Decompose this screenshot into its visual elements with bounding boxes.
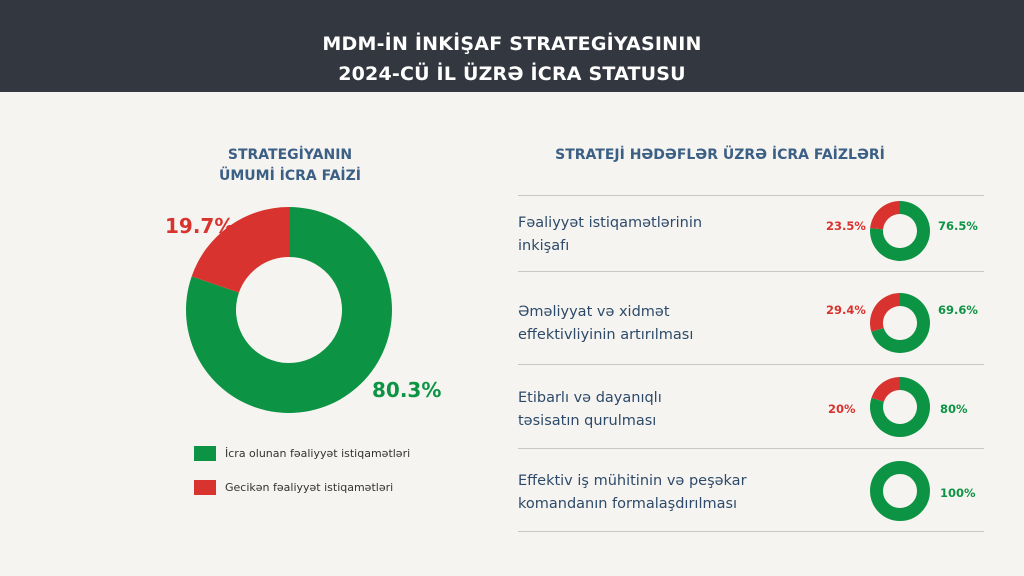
overall-done-percent-label: 80.3%	[372, 378, 442, 402]
goal-label-4: Effektiv iş mühitinin və peşəkar komanda…	[518, 470, 818, 516]
goal-3-done-percent: 80%	[940, 402, 968, 416]
goal-4-done-percent: 100%	[940, 486, 976, 500]
goal-3-donut-chart	[870, 377, 930, 437]
goal-1-done-percent: 76.5%	[938, 219, 978, 233]
goal-label-1-line1: Fəaliyyət istiqamətlərinin	[518, 215, 703, 231]
goal-label-3-line2: təsisatın qurulması	[518, 413, 657, 429]
goal-1-donut-chart	[870, 201, 930, 261]
goal-1-done-slice	[870, 201, 930, 261]
goal-label-1: Fəaliyyət istiqamətlərinin inkişafı	[518, 212, 818, 258]
goal-2-donut-chart	[870, 293, 930, 353]
goal-label-3: Etibarlı və dayanıqlı təsisatın qurulmas…	[518, 387, 818, 433]
goal-divider	[518, 195, 984, 196]
goal-3-delayed-percent: 20%	[828, 402, 856, 416]
overall-delayed-slice	[191, 207, 289, 293]
header-bar: MDM-İN İNKİŞAF STRATEGİYASININ 2024-CÜ İ…	[0, 0, 1024, 92]
goal-4-done-slice	[870, 461, 930, 521]
overall-delayed-percent-label: 19.7%	[165, 214, 235, 238]
legend-label-done: İcra olunan fəaliyyət istiqamətləri	[225, 447, 411, 460]
goal-label-4-line2: komandanın formalaşdırılması	[518, 496, 738, 512]
goal-label-4-line1: Effektiv iş mühitinin və peşəkar	[518, 473, 747, 489]
goal-label-1-line2: inkişafı	[518, 238, 570, 254]
goal-label-2-line2: effektivliyinin artırılması	[518, 327, 694, 343]
legend-swatch-done	[194, 446, 216, 461]
goal-divider	[518, 364, 984, 365]
goal-2-delayed-slice	[870, 293, 900, 332]
overall-donut-chart	[186, 207, 392, 413]
goal-3-done-slice	[870, 377, 930, 437]
overall-chart-title-line2: ÜMUMİ İCRA FAİZİ	[218, 168, 362, 184]
page-title-line1: MDM-İN İNKİŞAF STRATEGİYASININ	[322, 33, 702, 55]
legend-item-done: İcra olunan fəaliyyət istiqamətləri	[194, 446, 410, 461]
goal-2-delayed-percent: 29.4%	[826, 303, 866, 317]
goal-1-delayed-percent: 23.5%	[826, 219, 866, 233]
goal-2-done-percent: 69.6%	[938, 303, 978, 317]
goal-divider	[518, 531, 984, 532]
overall-done-slice	[186, 207, 392, 413]
goal-1-delayed-slice	[870, 201, 900, 230]
goal-2-done-slice	[871, 293, 930, 353]
page-title-line2: 2024-CÜ İL ÜZRƏ İCRA STATUSU	[338, 63, 686, 85]
goal-label-2-line1: Əməliyyat və xidmət	[518, 304, 670, 320]
legend-label-delayed: Gecikən fəaliyyət istiqamətləri	[225, 481, 394, 494]
goal-4-donut-chart	[870, 461, 930, 521]
goal-3-delayed-slice	[871, 377, 900, 402]
goals-section-title: STRATEJİ HƏDƏFLƏR ÜZRƏ İCRA FAİZLƏRİ	[555, 147, 885, 163]
goal-label-3-line1: Etibarlı və dayanıqlı	[518, 390, 662, 406]
overall-chart-title-line1: STRATEGİYANIN	[227, 147, 353, 163]
goal-label-2: Əməliyyat və xidmət effektivliyinin artı…	[518, 301, 818, 347]
legend-item-delayed: Gecikən fəaliyyət istiqamətləri	[194, 480, 393, 495]
goal-divider	[518, 271, 984, 272]
goal-divider	[518, 448, 984, 449]
legend-swatch-delayed	[194, 480, 216, 495]
